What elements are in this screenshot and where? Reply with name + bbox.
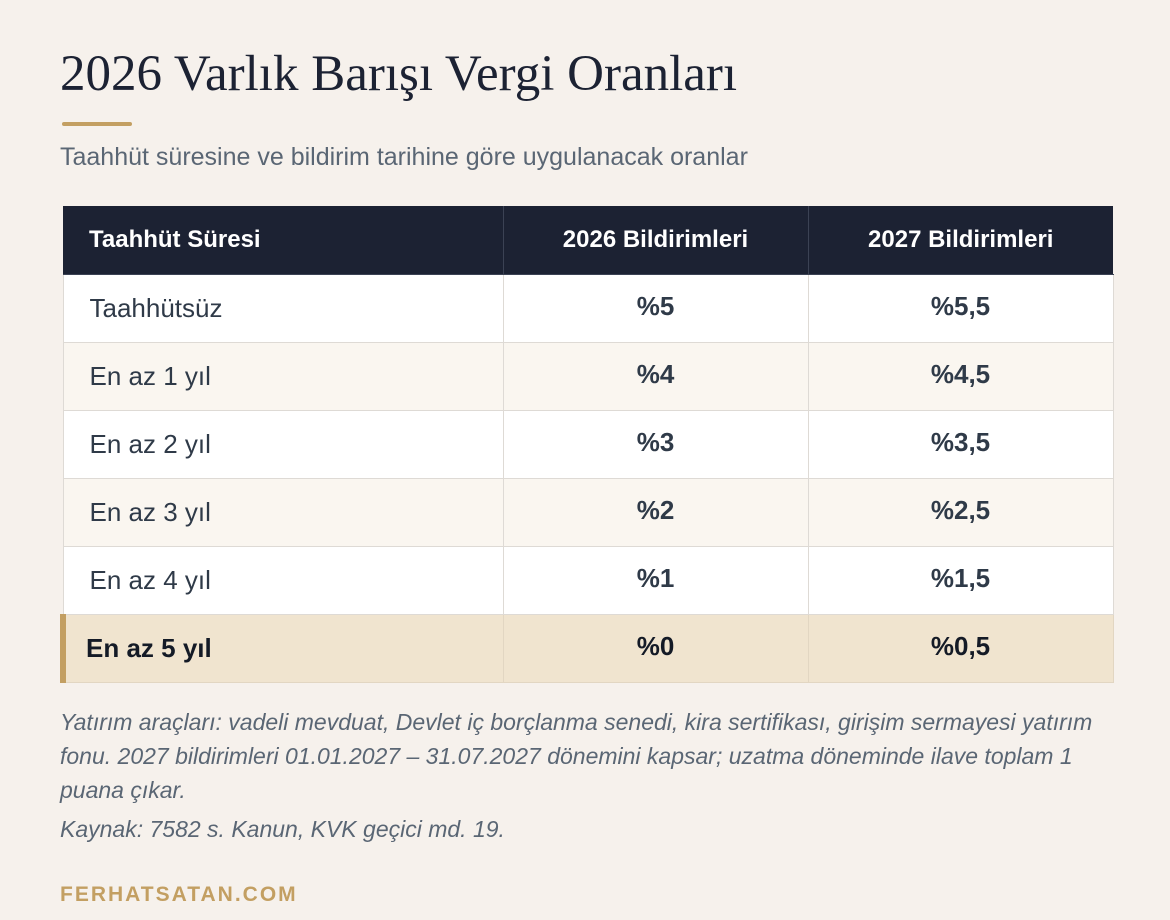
source-citation: Kaynak: 7582 s. Kanun, KVK geçici md. 19… <box>60 816 505 842</box>
header-2026-filings: 2026 Bildirimleri <box>502 206 809 275</box>
table-row-highlighted: En az 5 yıl %0 %0,5 <box>60 613 1114 683</box>
page-title: 2026 Varlık Barışı Vergi Oranları <box>60 46 738 102</box>
table-row: Taahhütsüz %5 %5,5 <box>62 273 1114 343</box>
row-rate-2026: %0 <box>502 613 809 683</box>
row-period: En az 2 yıl <box>62 409 504 479</box>
table-header: Taahhüt Süresi 2026 Bildirimleri 2027 Bi… <box>63 206 1113 275</box>
row-period: En az 1 yıl <box>62 341 504 411</box>
row-rate-2027: %1,5 <box>807 545 1114 615</box>
title-accent-divider <box>62 122 132 126</box>
table-header-row: Taahhüt Süresi 2026 Bildirimleri 2027 Bi… <box>63 206 1113 275</box>
brand-footer: FERHATSATAN.COM <box>60 883 298 906</box>
footnote: Yatırım araçları: vadeli mevduat, Devlet… <box>60 709 1093 803</box>
row-rate-2027: %3,5 <box>807 409 1114 479</box>
table-row: En az 2 yıl %3 %3,5 <box>62 409 1114 479</box>
row-period: En az 4 yıl <box>62 545 504 615</box>
row-rate-2026: %5 <box>502 273 809 343</box>
row-period: En az 3 yıl <box>62 477 504 547</box>
row-rate-2026: %2 <box>502 477 809 547</box>
row-period: En az 5 yıl <box>60 613 504 683</box>
table-body: Taahhütsüz %5 %5,5 En az 1 yıl %4 %4,5 E… <box>60 273 1114 683</box>
row-rate-2026: %4 <box>502 341 809 411</box>
row-period: Taahhütsüz <box>62 273 504 343</box>
tax-rate-table: Taahhüt Süresi 2026 Bildirimleri 2027 Bi… <box>60 206 1114 683</box>
header-2027-filings: 2027 Bildirimleri <box>807 206 1113 275</box>
table-row: En az 1 yıl %4 %4,5 <box>62 341 1114 411</box>
row-rate-2026: %1 <box>502 545 809 615</box>
header-commitment-period: Taahhüt Süresi <box>63 206 504 275</box>
row-rate-2027: %0,5 <box>807 613 1114 683</box>
row-rate-2027: %2,5 <box>807 477 1114 547</box>
page-subtitle: Taahhüt süresine ve bildirim tarihine gö… <box>60 143 748 171</box>
row-rate-2027: %4,5 <box>807 341 1114 411</box>
table-row: En az 3 yıl %2 %2,5 <box>62 477 1114 547</box>
row-rate-2027: %5,5 <box>807 273 1114 343</box>
table-row: En az 4 yıl %1 %1,5 <box>62 545 1114 615</box>
row-rate-2026: %3 <box>502 409 809 479</box>
